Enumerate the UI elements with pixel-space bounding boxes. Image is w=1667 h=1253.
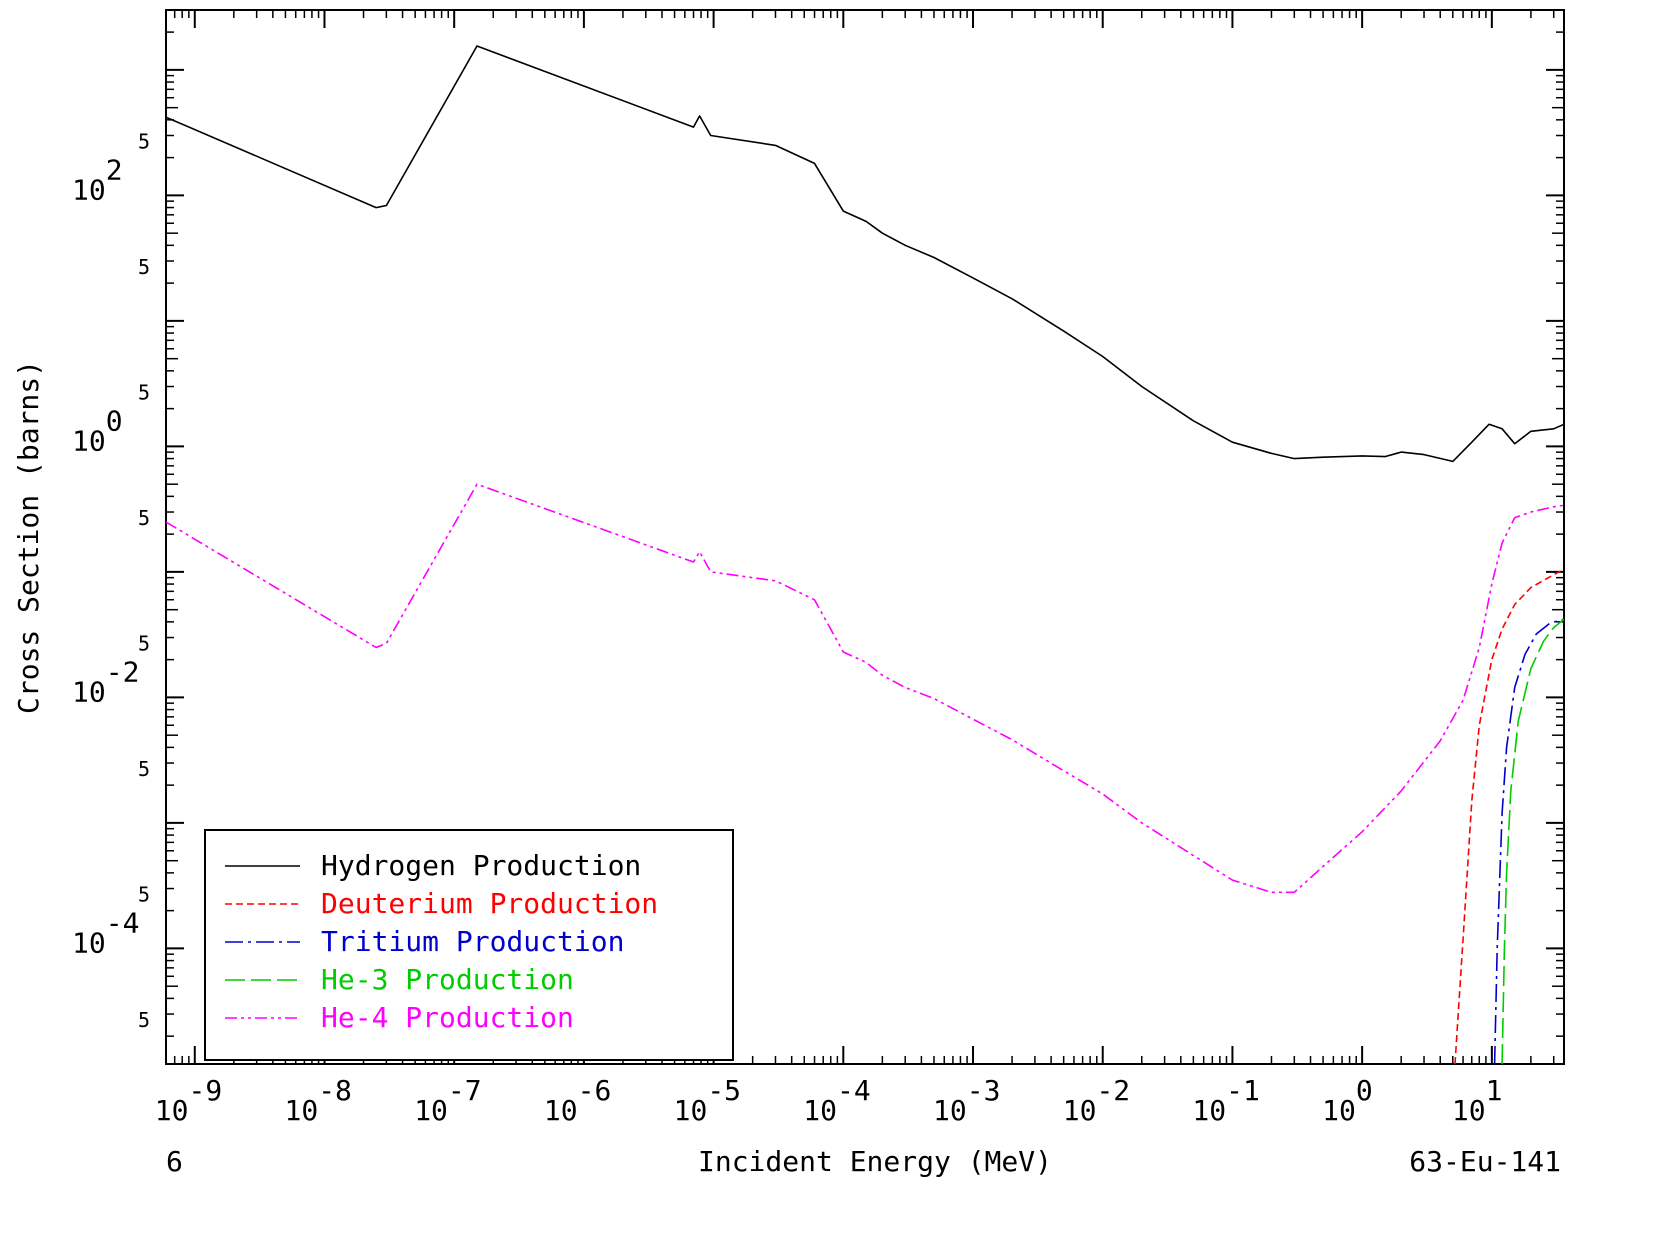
- x-tick-label: 10-3: [933, 1074, 1000, 1127]
- x-tick-label: 10-4: [803, 1074, 870, 1127]
- y-tick-label: 102: [72, 153, 123, 206]
- legend-label: He-3 Production: [321, 963, 574, 996]
- y-minor-tick-label: 5: [138, 632, 150, 656]
- x-tick-label: 101: [1452, 1074, 1503, 1127]
- x-tick-label: 10-1: [1192, 1074, 1259, 1127]
- series-line-5: [166, 483, 1564, 894]
- x-tick-label: 10-2: [1063, 1074, 1130, 1127]
- x-tick-label: 100: [1322, 1074, 1373, 1127]
- y-tick-label: 100: [72, 404, 123, 457]
- x-tick-label: 10-5: [674, 1074, 741, 1127]
- minor-tick-marks: [166, 10, 1564, 1064]
- plot-frame: [165, 9, 1565, 1065]
- legend-label: He-4 Production: [321, 1001, 574, 1034]
- y-minor-tick-label: 5: [138, 381, 150, 405]
- legend-label: Tritium Production: [321, 925, 624, 958]
- footer-right-label: 63-Eu-141: [1409, 1145, 1561, 1178]
- y-minor-tick-label: 5: [138, 883, 150, 907]
- y-minor-tick-label: 5: [138, 1008, 150, 1032]
- x-tick-label: 10-6: [544, 1074, 611, 1127]
- y-minor-tick-label: 5: [138, 255, 150, 279]
- series-line-4: [1501, 618, 1564, 1064]
- y-minor-tick-label: 5: [138, 757, 150, 781]
- x-axis-label: Incident Energy (MeV): [698, 1145, 1052, 1178]
- y-tick-label: 10-4: [72, 906, 139, 959]
- y-tick-label: 10-2: [72, 655, 139, 708]
- series-line-1: [166, 45, 1564, 463]
- series-line-2: [1454, 568, 1564, 1064]
- footer-left-label: 6: [166, 1145, 183, 1178]
- x-tick-labels: 10-9 10-8 10-7 10-6 10-5 10-4 10-3 10-2 10-1 100 1…: [155, 1074, 1503, 1127]
- x-tick-label: 10-9: [155, 1074, 222, 1127]
- legend-label: Deuterium Production: [321, 887, 658, 920]
- y-axis-label: Cross Section (barns): [12, 360, 45, 714]
- y-minor-tick-label: 5: [138, 506, 150, 530]
- series-line-3: [1493, 618, 1564, 1064]
- legend: Hydrogen Production Deuterium Production T…: [204, 829, 734, 1061]
- legend-box: [204, 829, 734, 1061]
- series-lines: [166, 45, 1564, 1064]
- x-tick-label: 10-7: [414, 1074, 481, 1127]
- y-minor-tick-label: 5: [138, 130, 150, 154]
- x-tick-label: 10-8: [284, 1074, 351, 1127]
- legend-label: Hydrogen Production: [321, 849, 641, 882]
